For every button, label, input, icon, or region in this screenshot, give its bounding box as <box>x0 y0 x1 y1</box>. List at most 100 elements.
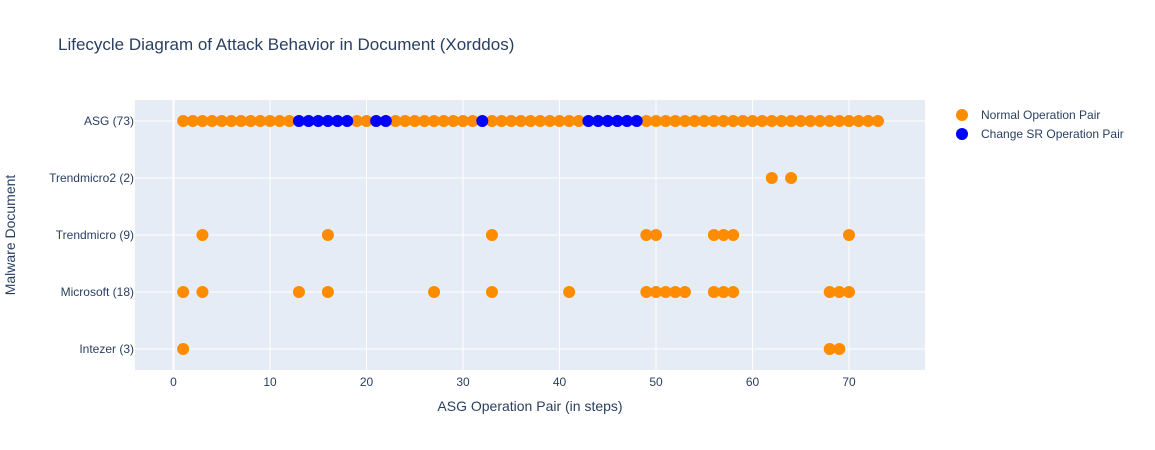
data-point <box>775 115 788 127</box>
data-point <box>843 229 855 241</box>
data-point <box>321 115 334 127</box>
data-point <box>650 286 662 298</box>
data-point <box>871 115 884 127</box>
x-tick-label: 60 <box>746 375 760 389</box>
data-point <box>321 229 334 241</box>
data-point <box>862 115 875 127</box>
data-point <box>688 115 701 127</box>
data-point <box>727 115 740 127</box>
data-point <box>485 286 498 298</box>
y-tick-labels: Intezer (3) Microsoft (18) Trendmicro (9) T… <box>49 114 134 356</box>
data-point <box>572 115 585 127</box>
data-point <box>514 115 527 127</box>
legend-item[interactable]: Normal Operation Pair <box>956 108 1100 122</box>
data-point <box>321 286 334 298</box>
data-point <box>765 115 778 127</box>
data-point <box>225 115 238 127</box>
data-point <box>292 115 305 127</box>
data-point <box>833 286 846 298</box>
data-point <box>717 115 730 127</box>
data-point <box>785 115 798 127</box>
data-point <box>669 286 682 298</box>
data-point <box>331 115 344 127</box>
data-point <box>485 229 498 241</box>
y-axis-title: Malware Document <box>2 175 18 296</box>
data-point <box>418 115 431 127</box>
x-tick-label: 40 <box>553 375 567 389</box>
data-point <box>746 115 759 127</box>
x-tick-label: 70 <box>842 375 856 389</box>
data-point <box>186 115 199 127</box>
data-point <box>457 115 469 127</box>
y-tick-label: Trendmicro (9) <box>56 228 134 242</box>
data-point <box>698 115 711 127</box>
legend-item[interactable]: Change SR Operation Pair <box>956 127 1124 141</box>
data-point <box>177 286 190 298</box>
data-point <box>563 115 576 127</box>
data-point <box>428 286 441 298</box>
data-point <box>428 115 441 127</box>
data-point <box>582 115 595 127</box>
data-point <box>408 115 421 127</box>
data-point <box>727 286 740 298</box>
x-tick-label: 30 <box>456 375 470 389</box>
data-point <box>785 172 798 184</box>
data-point <box>206 115 219 127</box>
data-point <box>177 115 190 127</box>
data-point <box>823 343 836 355</box>
data-point <box>273 115 286 127</box>
data-point <box>553 115 566 127</box>
data-point <box>736 115 749 127</box>
legend-label: Change SR Operation Pair <box>981 127 1124 141</box>
x-tick-label: 20 <box>360 375 374 389</box>
data-point <box>640 115 653 127</box>
data-point <box>640 229 653 241</box>
data-point <box>292 286 305 298</box>
data-point <box>264 115 276 127</box>
data-point <box>823 115 836 127</box>
data-point <box>360 115 373 127</box>
y-tick-label: Trendmicro2 (2) <box>49 171 134 185</box>
data-point <box>177 343 190 355</box>
x-tick-label: 10 <box>263 375 277 389</box>
data-point <box>707 115 720 127</box>
data-point <box>235 115 248 127</box>
data-point <box>717 229 730 241</box>
x-axis-title: ASG Operation Pair (in steps) <box>437 398 622 414</box>
x-tick-label: 50 <box>649 375 663 389</box>
data-point <box>756 115 769 127</box>
data-point <box>833 343 846 355</box>
data-point <box>650 115 662 127</box>
data-point <box>659 286 672 298</box>
legend[interactable]: Normal Operation Pair Change SR Operation… <box>956 108 1124 141</box>
data-point <box>476 115 489 127</box>
data-point <box>804 115 817 127</box>
data-point <box>707 286 720 298</box>
data-point <box>196 115 209 127</box>
data-point <box>543 115 556 127</box>
data-point <box>794 115 807 127</box>
data-point <box>843 115 855 127</box>
data-point <box>379 115 392 127</box>
data-point <box>350 115 363 127</box>
data-point <box>621 115 634 127</box>
data-point <box>611 115 624 127</box>
x-tick-label: 0 <box>170 375 177 389</box>
data-point <box>447 115 460 127</box>
legend-marker <box>956 109 968 121</box>
chart-title: Lifecycle Diagram of Attack Behavior in … <box>58 35 514 54</box>
data-point <box>814 115 827 127</box>
data-point <box>833 115 846 127</box>
data-point <box>244 115 257 127</box>
data-point <box>640 286 653 298</box>
data-point <box>302 115 315 127</box>
data-points <box>177 115 884 355</box>
data-point <box>707 229 720 241</box>
data-point <box>495 115 508 127</box>
data-point <box>678 115 691 127</box>
data-point <box>505 115 518 127</box>
legend-marker <box>956 128 968 140</box>
data-point <box>534 115 547 127</box>
data-point <box>563 286 576 298</box>
